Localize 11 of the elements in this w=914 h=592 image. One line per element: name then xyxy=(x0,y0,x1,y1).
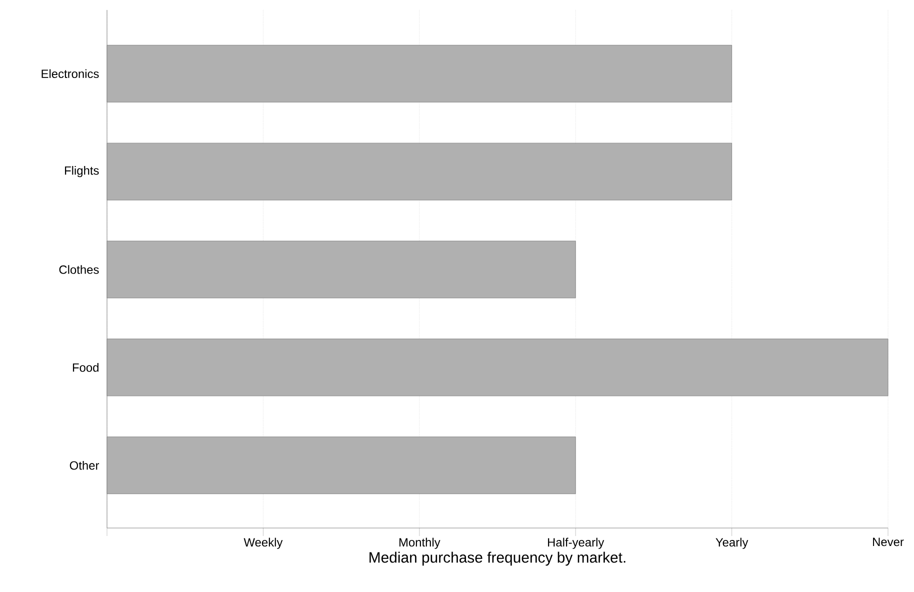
y-tick-label: Food xyxy=(72,363,98,372)
text: Half-yearly xyxy=(548,538,604,549)
text: Never xyxy=(873,538,904,546)
y-tick-label: Flights xyxy=(65,166,99,178)
text: Monthly xyxy=(399,538,440,549)
y-tick-label: Clothes xyxy=(59,265,99,274)
text: Weekly xyxy=(244,538,283,549)
y-tick-label: Other xyxy=(70,460,100,470)
text: Yearly xyxy=(716,538,748,549)
x-axis-title: Median purchase frequency by market. xyxy=(370,552,626,566)
y-tick-label: Electronics xyxy=(42,69,99,78)
